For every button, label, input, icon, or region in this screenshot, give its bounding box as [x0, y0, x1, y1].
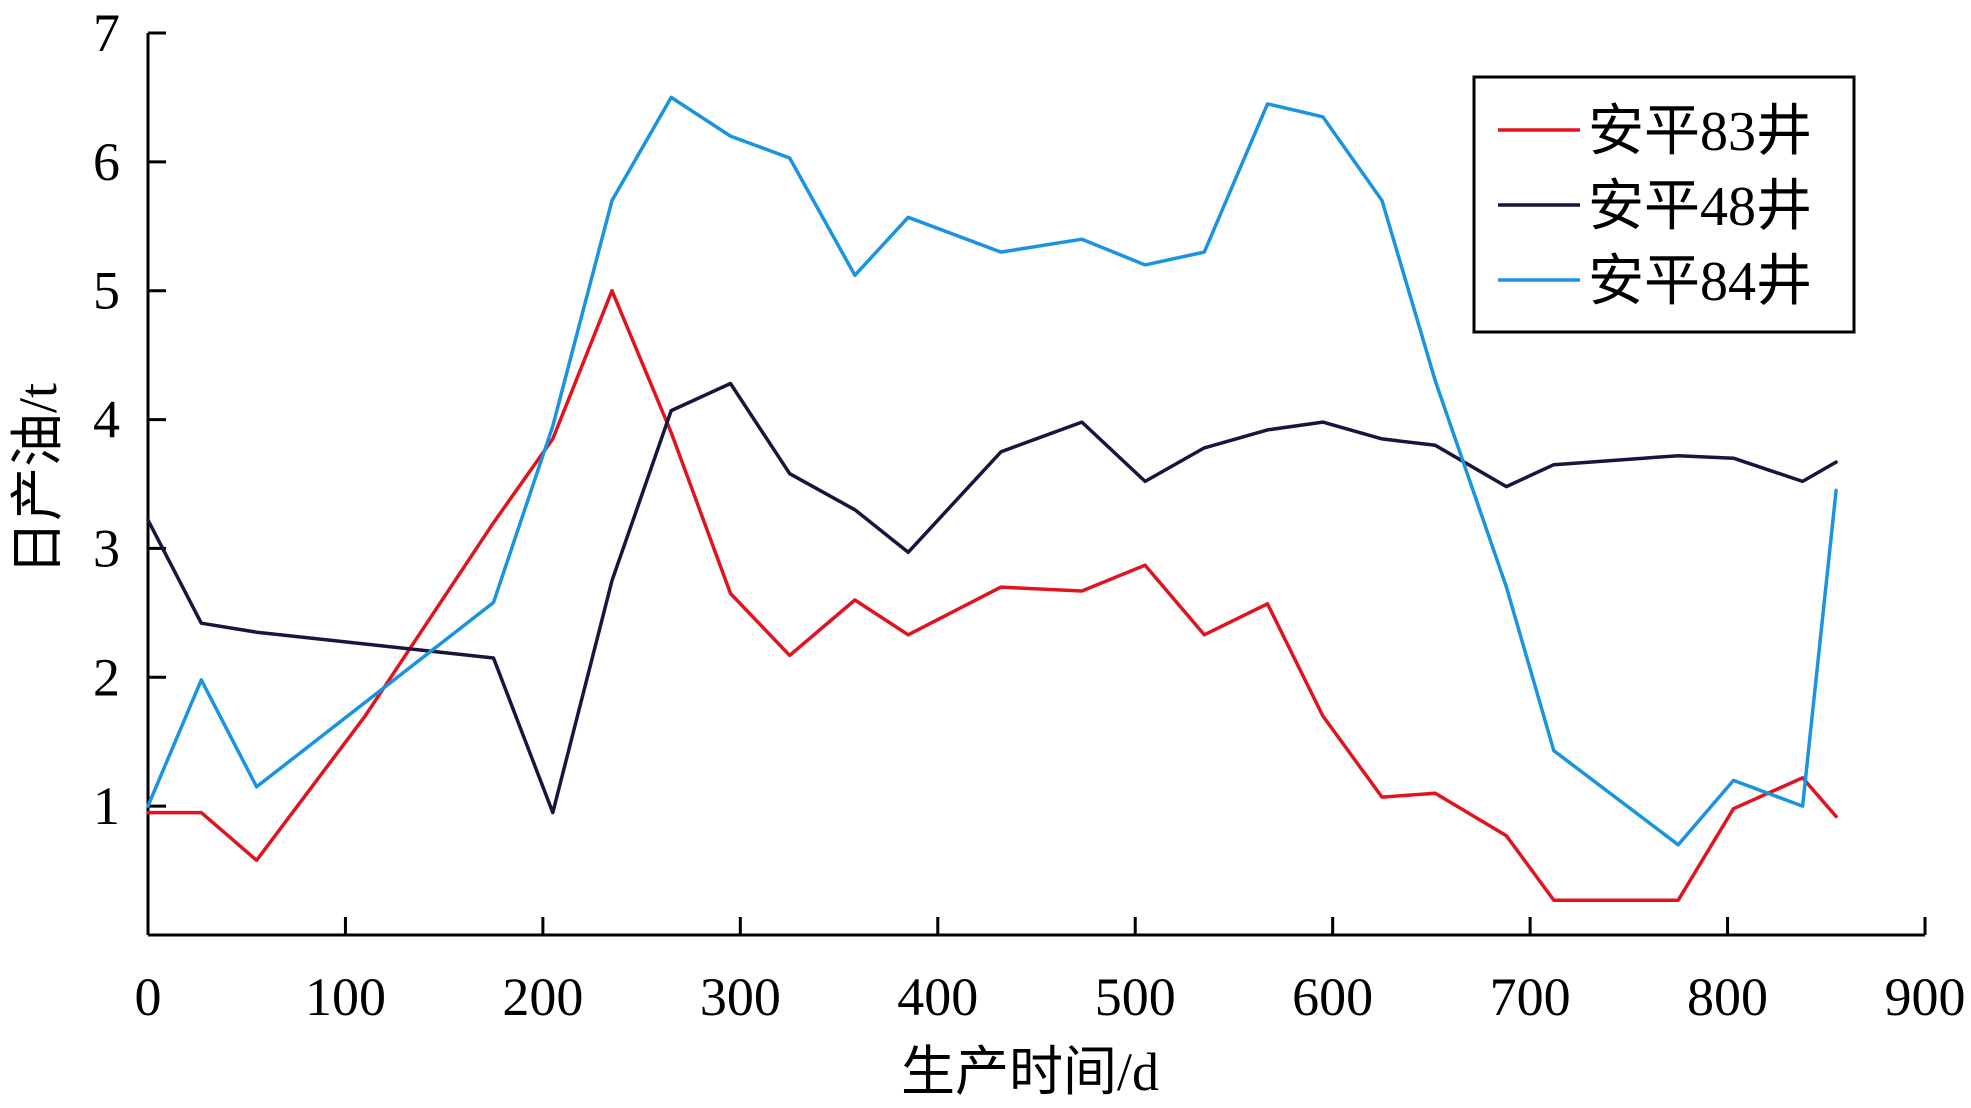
y-tick-label: 1	[93, 776, 120, 836]
y-tick-label: 6	[93, 132, 120, 192]
y-tick-label: 2	[93, 647, 120, 707]
x-tick-label: 400	[897, 967, 978, 1027]
series-lines	[146, 95, 1838, 902]
x-tick-label: 500	[1095, 967, 1176, 1027]
x-axis-title: 生产时间/d	[901, 1042, 1159, 1102]
y-tick-label: 3	[93, 518, 120, 578]
x-tick-label: 600	[1292, 967, 1373, 1027]
series-line-2	[146, 381, 1838, 815]
legend-label: 安平83井	[1588, 101, 1812, 163]
y-axis-title: 日产油/t	[8, 383, 68, 575]
axes: 0 100 200 300 400 500 600 700 800 900 1 2 3 4 5 6 7	[93, 3, 1966, 1027]
series-line-1	[146, 288, 1838, 902]
y-tick-label: 7	[93, 3, 120, 63]
series-line-3	[146, 95, 1838, 847]
x-tick-label: 200	[502, 967, 583, 1027]
legend-label: 安平48井	[1588, 176, 1812, 238]
x-tick-label: 0	[135, 967, 162, 1027]
x-tick-label: 100	[305, 967, 386, 1027]
y-tick-label: 4	[93, 390, 120, 450]
y-tick-label: 5	[93, 261, 120, 321]
x-tick-label: 900	[1885, 967, 1966, 1027]
x-tick-label: 300	[700, 967, 781, 1027]
x-tick-label: 700	[1490, 967, 1571, 1027]
legend-label: 安平84井	[1588, 251, 1812, 313]
x-tick-label: 800	[1687, 967, 1768, 1027]
